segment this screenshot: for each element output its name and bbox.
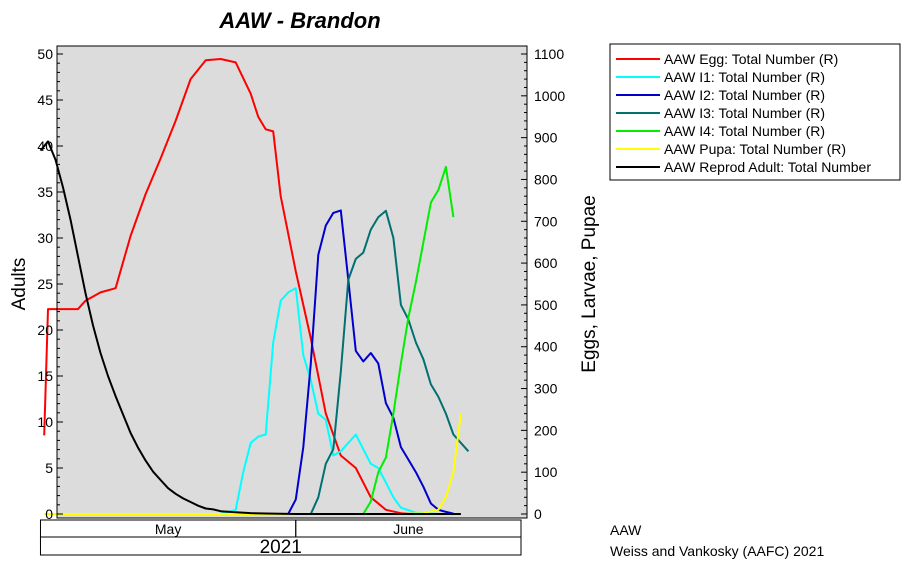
y2-tick-label: 1000: [534, 88, 565, 104]
y2-tick-label: 200: [534, 422, 558, 438]
y2-tick-label: 300: [534, 381, 558, 397]
y2-tick-label: 100: [534, 464, 558, 480]
y2-tick-label: 500: [534, 297, 558, 313]
y2-tick-label: 0: [534, 506, 542, 522]
y-tick-label: 30: [37, 230, 53, 246]
month-label: May: [155, 521, 181, 537]
y2-tick-label: 400: [534, 339, 558, 355]
y-tick-label: 20: [37, 322, 53, 338]
date-axis: May June 2021: [39, 519, 522, 558]
legend-entry: AAW I4: Total Number (R): [664, 123, 825, 139]
plot-frame: [56, 45, 528, 519]
legend-entry: AAW Pupa: Total Number (R): [664, 141, 846, 157]
y-tick-label: 5: [45, 460, 53, 476]
y2-tick-label: 1100: [534, 46, 564, 62]
right-axis: 0 100 200 300 400 500 600 700 800 900 1000 1100: [521, 46, 565, 522]
credit-species: AAW: [610, 522, 642, 538]
chart-title: AAW - Brandon: [218, 8, 380, 33]
y-tick-label: 40: [37, 138, 53, 154]
series-line-5: [362, 165, 455, 515]
y-tick-label: 50: [37, 46, 53, 62]
legend: AAW Egg: Total Number (R) AAW I1: Total N…: [609, 43, 901, 181]
y-tick-label: 45: [37, 92, 53, 108]
y2-tick-label: 700: [534, 213, 558, 229]
left-axis: 0 5 10 15 20 25 30 35 40 45 50: [37, 46, 63, 522]
legend-entry: AAW Reprod Adult: Total Number: [664, 159, 871, 175]
legend-entry: AAW Egg: Total Number (R): [664, 51, 838, 67]
series-line-7: [39, 140, 461, 515]
legend-entry: AAW I3: Total Number (R): [664, 105, 825, 121]
series-line-2: [220, 287, 439, 515]
y-tick-label: 10: [37, 414, 53, 430]
credit-author: Weiss and Vankosky (AAFC) 2021: [610, 543, 824, 559]
y-tick-label: 0: [45, 506, 53, 522]
legend-entry: AAW I1: Total Number (R): [664, 69, 825, 85]
month-label: June: [393, 521, 424, 537]
series-line-3: [287, 209, 454, 515]
year-label: 2021: [260, 537, 302, 558]
legend-entry: AAW I2: Total Number (R): [664, 87, 825, 103]
y-tick-label: 25: [37, 276, 53, 292]
y2-tick-label: 900: [534, 130, 558, 146]
y-tick-label: 35: [37, 184, 53, 200]
year-box: [39, 536, 522, 556]
series-line-1: [43, 58, 416, 515]
y-axis-label: Adults: [9, 258, 30, 311]
series-line-4: [309, 209, 470, 515]
y2-axis-label: Eggs, Larvae, Pupae: [579, 195, 600, 372]
plot-area: [57, 46, 527, 518]
axes-layer: [56, 45, 528, 519]
y-tick-label: 15: [37, 368, 53, 384]
y2-tick-label: 800: [534, 171, 558, 187]
series-layer: [39, 58, 470, 515]
y2-tick-label: 600: [534, 255, 558, 271]
